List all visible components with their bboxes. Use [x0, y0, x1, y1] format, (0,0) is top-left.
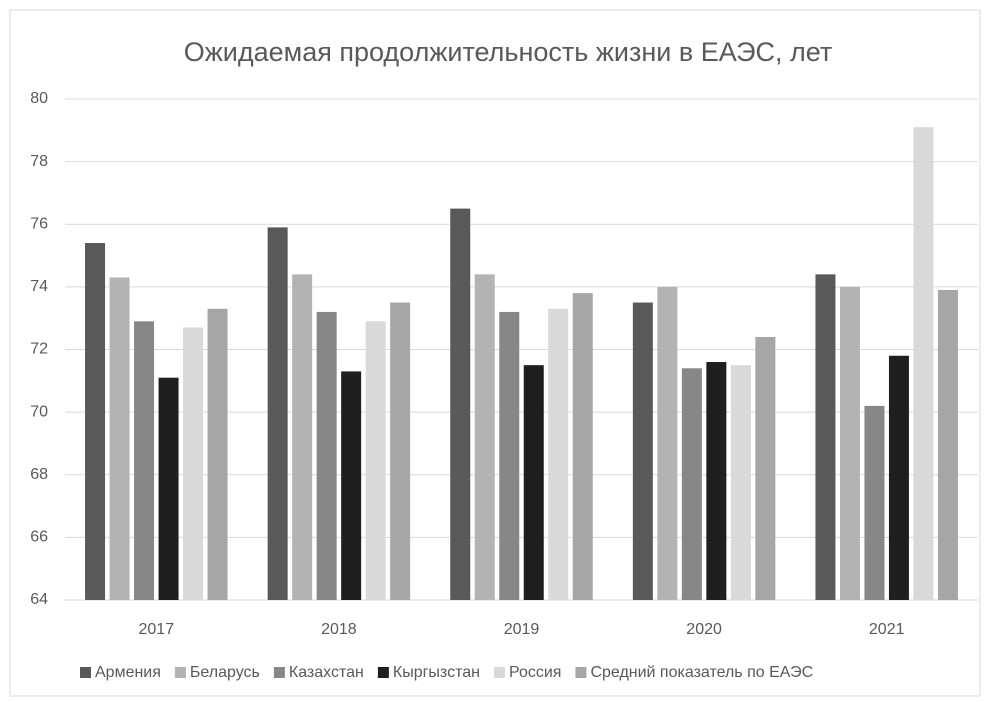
- bar: [937, 290, 958, 600]
- bar: [450, 208, 471, 600]
- bar: [390, 302, 411, 600]
- bar: [85, 243, 106, 600]
- bar: [267, 227, 288, 600]
- bar: [572, 293, 593, 600]
- bar: [913, 127, 934, 601]
- bar: [632, 302, 653, 600]
- legend-swatch: [273, 667, 285, 678]
- bar: [548, 308, 569, 600]
- legend-label: Беларусь: [190, 664, 260, 681]
- y-tick-label: 66: [30, 529, 48, 546]
- legend-label: Россия: [509, 664, 561, 681]
- bar: [158, 377, 179, 600]
- bar: [499, 311, 520, 600]
- x-tick-label: 2020: [686, 621, 722, 638]
- y-tick-label: 78: [30, 153, 48, 170]
- legend-swatch: [377, 667, 389, 678]
- legend-label: Средний показатель по ЕАЭС: [590, 664, 813, 681]
- bar: [815, 274, 836, 600]
- bar: [681, 368, 702, 600]
- y-tick-label: 72: [30, 341, 48, 358]
- bar: [292, 274, 313, 600]
- bar: [839, 286, 860, 600]
- legend-swatch: [80, 667, 91, 678]
- x-tick-label: 2017: [139, 621, 175, 638]
- bar: [316, 311, 337, 600]
- bar: [888, 355, 909, 600]
- legend-swatch: [493, 667, 505, 678]
- bar: [341, 371, 362, 600]
- y-tick-label: 76: [30, 215, 48, 232]
- x-tick-label: 2018: [321, 621, 357, 638]
- bar: [207, 308, 228, 600]
- bar: [657, 286, 678, 600]
- legend-label: Кыргызстан: [393, 664, 480, 681]
- bar: [109, 277, 130, 600]
- bar: [474, 274, 495, 600]
- legend-label: Казахстан: [289, 664, 364, 681]
- y-tick-label: 80: [30, 90, 48, 107]
- chart-title: Ожидаемая продолжительность жизни в ЕАЭС…: [184, 37, 833, 67]
- bar: [134, 321, 155, 600]
- y-tick-label: 74: [30, 278, 48, 295]
- y-tick-label: 64: [30, 591, 48, 608]
- bar: [730, 365, 751, 600]
- bar: [183, 327, 204, 600]
- legend-label: Армения: [95, 664, 161, 681]
- bar: [706, 362, 727, 600]
- legend-swatch: [575, 667, 587, 678]
- y-tick-label: 68: [30, 466, 48, 483]
- x-tick-label: 2019: [504, 621, 540, 638]
- bar: [523, 365, 544, 600]
- bar: [755, 336, 776, 600]
- legend-swatch: [174, 667, 186, 678]
- bar: [365, 321, 386, 600]
- bar: [864, 405, 885, 600]
- y-tick-label: 70: [30, 403, 48, 420]
- x-tick-label: 2021: [869, 621, 905, 638]
